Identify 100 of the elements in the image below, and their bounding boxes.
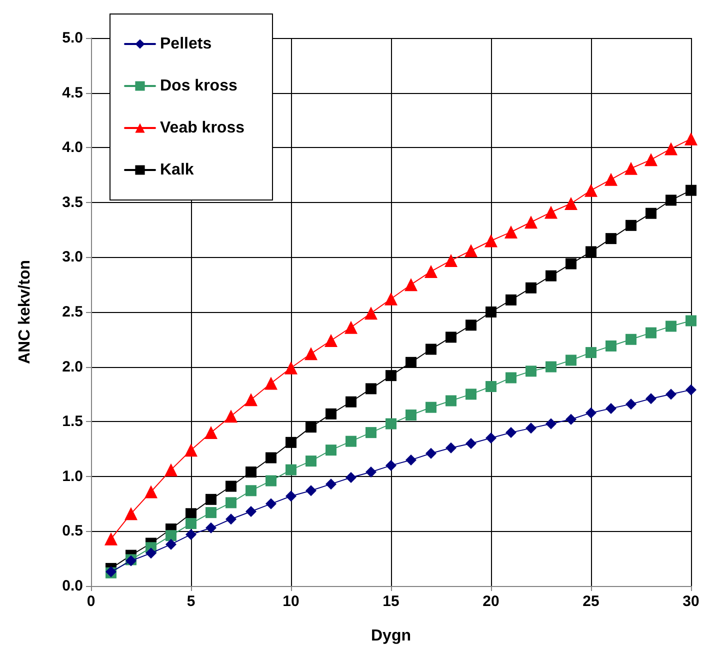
x-tick-label: 20 [482,593,500,610]
point [206,494,216,505]
point [426,448,436,459]
point [566,258,576,270]
point [586,347,596,358]
point [546,270,556,282]
point [186,518,196,530]
point [204,426,218,440]
point [286,436,296,448]
point [366,466,376,478]
y-tick-label: 5.0 [62,30,83,46]
point [306,485,316,496]
point [284,361,298,374]
point [426,344,436,355]
point [526,282,536,294]
point [546,418,556,430]
point [466,388,476,400]
point [104,532,118,546]
x-tick-label: 5 [186,593,196,610]
point [646,327,656,338]
point [526,422,536,434]
point [386,460,396,471]
y-tick-label: 2.5 [62,304,83,320]
point [146,548,156,559]
x-tick-label: 25 [582,593,600,610]
point [364,306,378,320]
point [644,153,658,166]
point [626,398,636,410]
point [586,407,596,418]
point [244,393,258,406]
point [186,508,196,520]
point [226,480,236,492]
point [666,320,676,332]
point [326,408,336,420]
point [164,463,178,476]
y-tick-label: 3.0 [62,248,83,266]
point [604,172,618,186]
point [586,246,596,258]
point [304,347,318,360]
y-tick-label: 0.0 [62,578,83,594]
point [186,528,196,540]
x-tick-label: 30 [682,593,700,610]
point [224,410,238,423]
point [406,356,416,368]
point [386,370,396,382]
point [506,372,516,384]
point [246,485,256,496]
point [626,334,636,345]
point [386,418,396,430]
point [684,132,698,146]
legend-label: Kalk [160,162,194,178]
point [546,361,556,372]
point [286,464,296,476]
y-tick-label: 1.5 [62,413,83,430]
point [306,422,316,433]
x-tick-label: 0 [86,593,96,610]
point [406,454,416,466]
point [264,376,278,390]
point [226,514,236,525]
point [664,142,678,156]
point [426,402,436,413]
point [544,206,558,219]
point [486,432,496,444]
point [446,332,456,343]
legend-label: Dos kross [160,78,238,94]
point [344,320,358,334]
point [324,334,338,347]
point [444,254,458,267]
point [384,292,398,306]
point [686,315,696,326]
point [266,475,276,486]
point [206,522,216,534]
point [266,452,276,464]
y-tick-label: 4.0 [62,139,83,156]
point [184,444,198,457]
point [564,196,578,210]
point [606,233,616,244]
x-tick-label: 10 [282,593,300,610]
point [666,388,676,400]
point [206,507,216,518]
point [504,225,518,238]
point [366,427,376,438]
y-axis-title: ANC kekv/ton [16,260,34,364]
point [286,490,296,502]
legend-label: Pellets [160,36,212,52]
point [366,383,376,394]
point [346,436,356,447]
point [124,507,138,520]
point [346,472,356,483]
point [404,278,418,292]
y-tick-label: 1.0 [62,468,83,485]
point [464,244,478,258]
point [566,414,576,425]
y-tick-label: 3.5 [62,194,83,211]
point [424,264,438,278]
point [446,395,456,406]
point [606,402,616,414]
point [646,208,656,219]
point [666,194,676,206]
point [466,438,476,450]
